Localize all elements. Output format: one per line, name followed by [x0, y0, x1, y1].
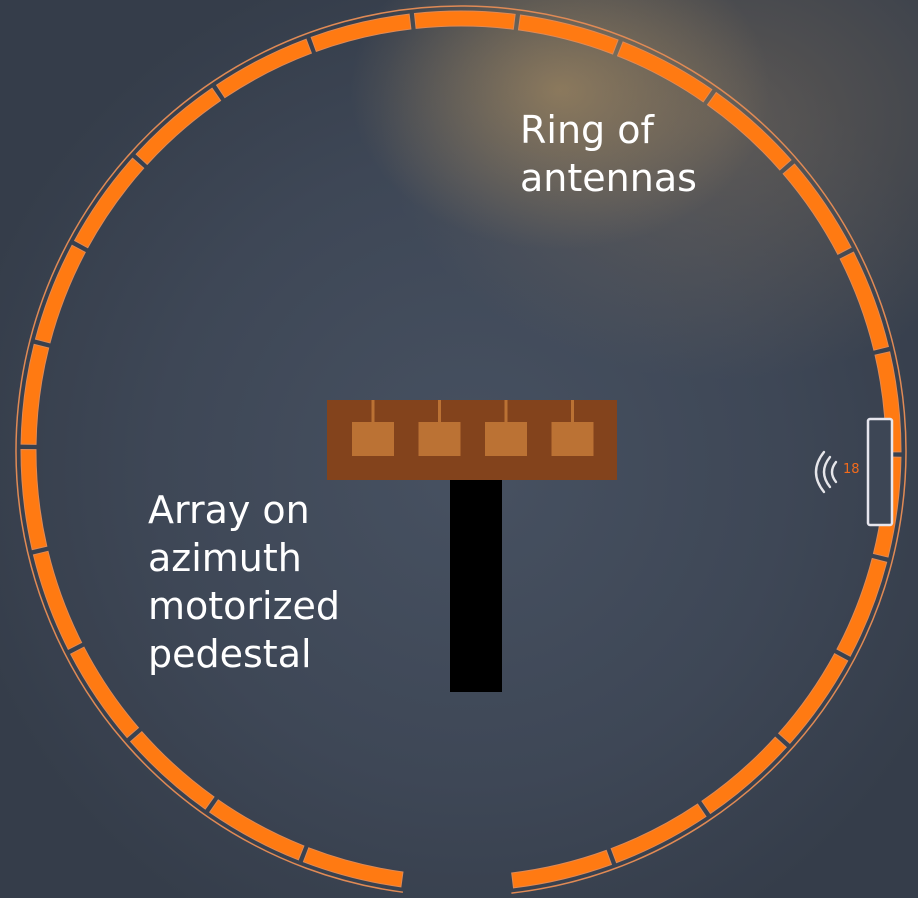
ring-antenna-segment	[511, 849, 613, 889]
ring-antenna-segment	[517, 14, 619, 55]
ring-outer-line	[15, 5, 907, 894]
ring-antenna-segment	[20, 449, 48, 551]
ring-antenna-segment	[701, 736, 787, 815]
ring-antenna-segment	[777, 653, 849, 745]
highlighted-antenna	[866, 417, 894, 527]
ring-antenna-segment	[34, 244, 86, 344]
array-on-pedestal-label: Array on azimuth motorized pedestal	[148, 488, 341, 676]
ring-antenna-segment	[32, 550, 83, 650]
array-antenna-element	[485, 422, 527, 456]
array-antenna-element	[418, 422, 461, 456]
ring-antenna-segment	[73, 157, 145, 249]
array-antenna-element	[352, 422, 394, 456]
array-feed-line	[571, 400, 574, 422]
ring-antenna-segment	[782, 163, 852, 255]
ring-antenna-segment	[836, 557, 888, 657]
ring-antenna-segment	[706, 91, 792, 171]
ring-antenna-segment	[616, 41, 713, 103]
ring-antenna-segment	[209, 799, 305, 861]
array-feed-line	[438, 400, 441, 422]
array-feed-line	[504, 400, 508, 422]
antenna-number-label: 18	[843, 462, 860, 477]
ring-antenna-segment	[70, 646, 140, 739]
ring-antenna-segment	[413, 10, 516, 30]
antenna-ring	[15, 5, 907, 894]
ring-antenna-segment	[839, 251, 890, 351]
ring-antenna-segment	[610, 803, 707, 864]
ring-antenna-segment	[20, 343, 50, 445]
ring-antenna-segment	[310, 13, 412, 53]
antenna-array	[327, 400, 617, 692]
signal-waves-icon	[814, 450, 838, 494]
array-feed-line	[371, 400, 375, 422]
ring-antenna-segment	[135, 87, 222, 166]
ring-antenna-segment	[215, 38, 313, 99]
ring-of-antennas-label: Ring of antennas	[520, 108, 697, 200]
array-antenna-element	[551, 422, 594, 456]
ring-antenna-segment	[129, 730, 215, 810]
pedestal	[450, 478, 502, 692]
ring-antenna-segment	[302, 847, 404, 888]
